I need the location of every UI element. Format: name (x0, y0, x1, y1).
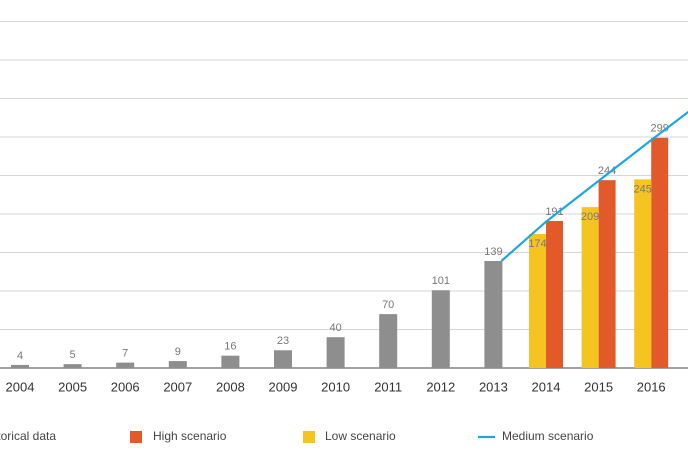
x-tick-label: 2014 (532, 379, 561, 394)
bar (484, 260, 503, 368)
value-label: 70 (382, 299, 394, 311)
bar (581, 207, 599, 368)
value-label: 5 (70, 349, 76, 361)
value-label: 191 (545, 206, 563, 218)
bar (168, 361, 187, 368)
value-label: 40 (329, 322, 341, 334)
x-tick-label: 2009 (269, 379, 298, 394)
legend-swatch (303, 431, 315, 443)
value-label: 299 (651, 123, 669, 135)
x-tick-label: 2015 (584, 379, 613, 394)
x-tick-label: 2006 (111, 379, 140, 394)
legend-label: Medium scenario (502, 429, 594, 443)
x-tick-label: 2004 (6, 379, 35, 394)
bar (546, 220, 563, 368)
value-label: 7 (122, 348, 128, 360)
medium-line (500, 110, 688, 262)
legend-label: High scenario (153, 429, 227, 443)
bar (116, 362, 135, 368)
x-tick-label: 2012 (426, 379, 455, 394)
value-label: 245 (634, 183, 652, 195)
value-label: 23 (277, 335, 289, 347)
x-tick-label: 2007 (163, 379, 192, 394)
legend-swatch (130, 431, 142, 443)
value-label: 244 (598, 165, 616, 177)
bar (651, 137, 669, 368)
x-tick-label: 2010 (321, 379, 350, 394)
bar (11, 364, 29, 368)
bar (634, 179, 652, 368)
value-label: 139 (484, 246, 502, 258)
value-label: 9 (175, 346, 181, 358)
x-tick-label: 2011 (374, 379, 402, 394)
value-label: 174 (528, 238, 546, 250)
bar (326, 337, 345, 368)
legend-label: Low scenario (325, 429, 396, 443)
bar (221, 355, 240, 368)
value-label: 4 (17, 350, 23, 362)
bar (274, 350, 292, 368)
legend-label: Historical data (0, 429, 56, 443)
value-label: 209 (581, 211, 599, 223)
bar (598, 180, 616, 368)
x-tick-label: 2013 (479, 379, 508, 394)
x-tick-label: 2016 (637, 379, 666, 394)
bar (379, 314, 398, 368)
x-tick-label: 2005 (58, 379, 87, 394)
value-label: 16 (224, 341, 236, 353)
x-tick-label: 2008 (216, 379, 245, 394)
bar (63, 364, 82, 368)
value-label: 101 (432, 275, 450, 287)
bar (529, 234, 546, 368)
bar (431, 290, 450, 368)
